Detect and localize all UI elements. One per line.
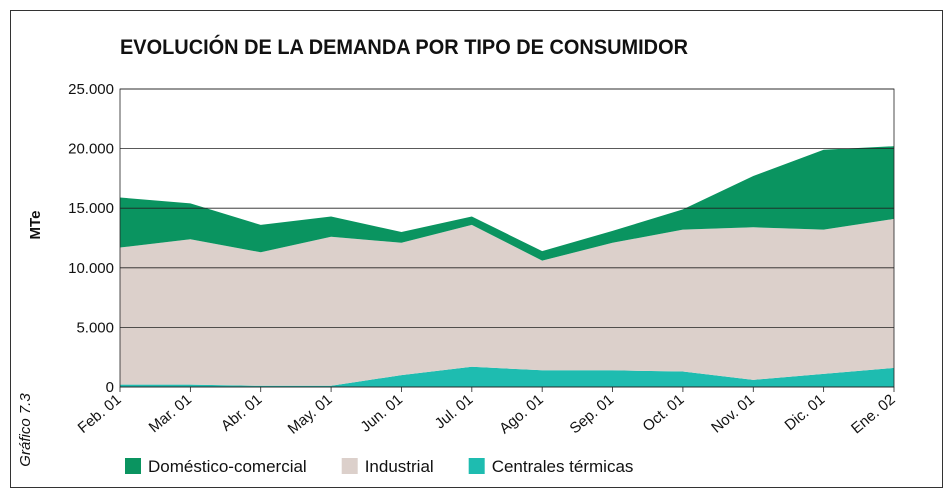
x-tick-label: May. 01 — [285, 391, 336, 438]
x-tick-label: Jul. 01 — [432, 391, 477, 432]
chart-title: EVOLUCIÓN DE LA DEMANDA POR TIPO DE CONS… — [120, 35, 688, 59]
y-tick-label: 10.000 — [68, 260, 114, 277]
x-tick-label: Mar. 01 — [146, 391, 195, 436]
y-tick-label: 20.000 — [68, 141, 114, 158]
y-tick-label: 0 — [106, 379, 114, 396]
y-tick-label: 5.000 — [76, 319, 114, 336]
legend-swatch — [468, 458, 485, 474]
legend-label: Centrales térmicas — [492, 457, 634, 476]
area — [120, 366, 894, 387]
x-tick-label: Oct. 01 — [640, 391, 688, 435]
y-tick-label: 15.000 — [68, 200, 114, 217]
x-tick-label: Nov. 01 — [708, 391, 758, 437]
area — [120, 146, 894, 261]
side-label: Gráfico 7.3 — [17, 393, 34, 467]
legend-swatch — [341, 458, 358, 474]
y-tick-label: 25.000 — [68, 81, 114, 98]
legend-label: Doméstico-comercial — [148, 457, 307, 476]
x-tick-label: Ago. 01 — [496, 391, 547, 437]
x-tick-label: Ene. 02 — [848, 391, 899, 437]
legend-label: Industrial — [365, 457, 434, 476]
x-tick-label: Abr. 01 — [218, 391, 265, 435]
x-tick-label: Feb. 01 — [75, 391, 125, 437]
y-axis-label: MTe — [27, 211, 44, 240]
frame — [10, 10, 943, 488]
area — [120, 218, 894, 386]
x-tick-label: Dic. 01 — [782, 391, 829, 434]
x-tick-label: Jun. 01 — [357, 391, 406, 436]
plot-border — [119, 88, 895, 388]
x-tick-label: Sep. 01 — [567, 391, 618, 437]
legend-swatch — [125, 458, 141, 474]
